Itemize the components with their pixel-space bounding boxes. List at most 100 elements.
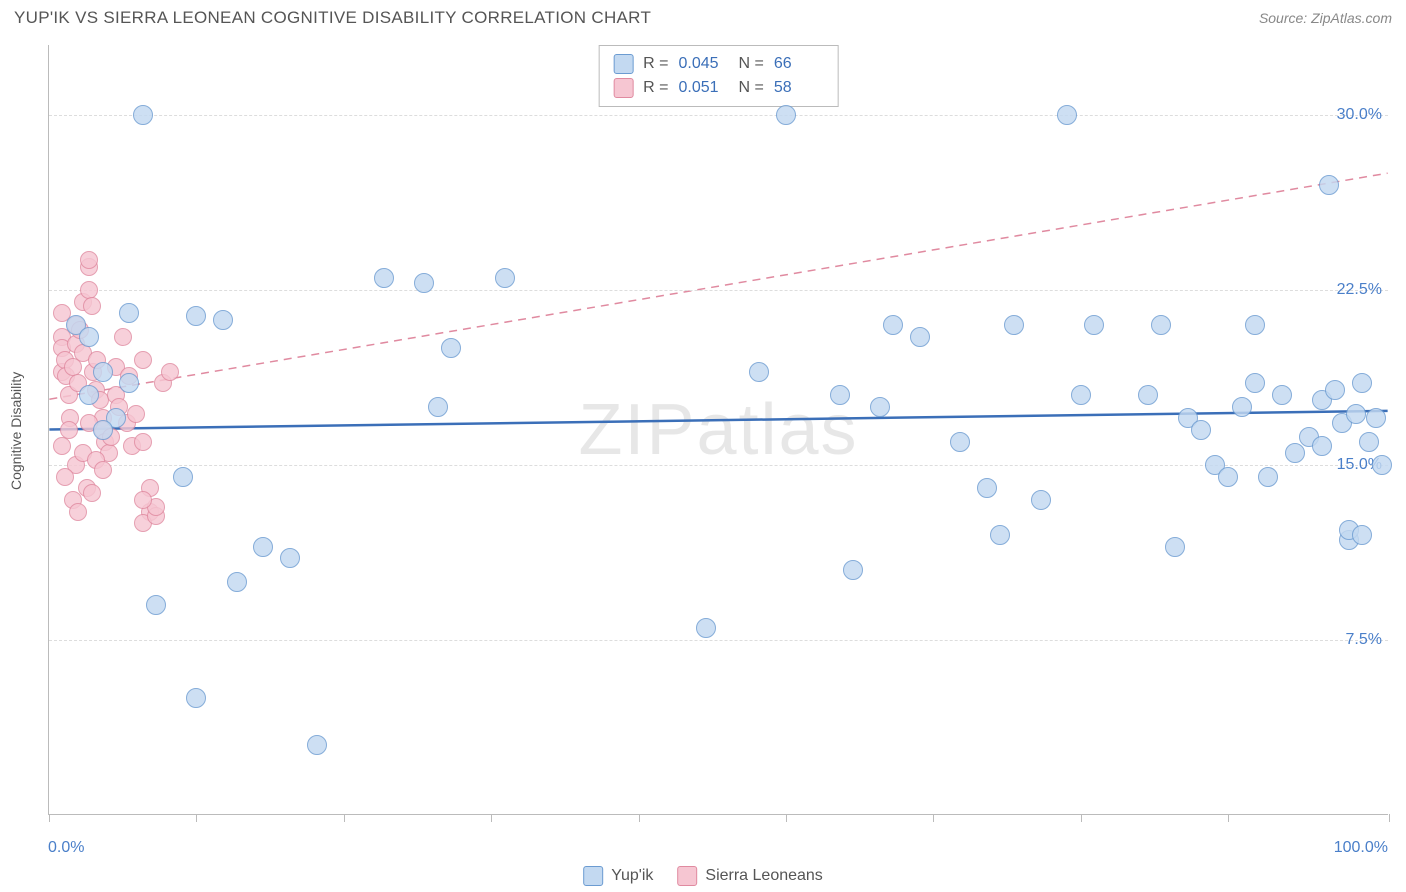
scatter-point: [910, 327, 930, 347]
legend-item: Yup'ik: [583, 866, 653, 886]
legend-swatch: [677, 866, 697, 886]
scatter-point: [830, 385, 850, 405]
scatter-point: [990, 525, 1010, 545]
scatter-point: [173, 467, 193, 487]
scatter-point: [161, 363, 179, 381]
y-axis-label-text: Cognitive Disability: [8, 372, 24, 490]
scatter-point: [1057, 105, 1077, 125]
scatter-point: [80, 251, 98, 269]
x-axis-min-label: 0.0%: [48, 839, 84, 857]
y-tick-label: 30.0%: [1337, 106, 1382, 124]
scatter-point: [1004, 315, 1024, 335]
scatter-point: [146, 595, 166, 615]
scatter-point: [213, 310, 233, 330]
scatter-point: [186, 688, 206, 708]
stats-r-value: 0.051: [679, 79, 729, 97]
legend-label: Yup'ik: [611, 867, 653, 885]
scatter-point: [93, 362, 113, 382]
scatter-point: [186, 306, 206, 326]
scatter-point: [119, 303, 139, 323]
scatter-point: [977, 478, 997, 498]
chart-header: YUP'IK VS SIERRA LEONEAN COGNITIVE DISAB…: [0, 0, 1406, 34]
x-tick: [196, 814, 197, 822]
scatter-point: [53, 437, 71, 455]
bottom-legend: Yup'ik Sierra Leoneans: [583, 866, 823, 886]
scatter-point: [1346, 404, 1366, 424]
trend-line: [49, 173, 1387, 399]
scatter-point: [93, 420, 113, 440]
scatter-point: [428, 397, 448, 417]
scatter-point: [69, 503, 87, 521]
scatter-point: [114, 328, 132, 346]
scatter-point: [56, 468, 74, 486]
stats-row: R =0.045N =66: [613, 52, 824, 76]
y-axis-label: Cognitive Disability: [8, 372, 24, 490]
scatter-point: [1165, 537, 1185, 557]
scatter-point: [374, 268, 394, 288]
x-tick: [344, 814, 345, 822]
legend-item: Sierra Leoneans: [677, 866, 822, 886]
scatter-point: [495, 268, 515, 288]
scatter-point: [1352, 373, 1372, 393]
chart-source: Source: ZipAtlas.com: [1259, 10, 1392, 26]
scatter-point: [134, 433, 152, 451]
stats-n-label: N =: [739, 79, 764, 97]
scatter-point: [1359, 432, 1379, 452]
scatter-point: [1138, 385, 1158, 405]
trend-lines-layer: [49, 45, 1388, 814]
y-tick-label: 22.5%: [1337, 281, 1382, 299]
gridline: [49, 115, 1388, 116]
scatter-point: [441, 338, 461, 358]
scatter-point: [83, 297, 101, 315]
x-tick: [1081, 814, 1082, 822]
legend-swatch: [613, 54, 633, 74]
stats-n-value: 66: [774, 55, 824, 73]
scatter-point: [94, 461, 112, 479]
x-tick: [49, 814, 50, 822]
scatter-point: [414, 273, 434, 293]
gridline: [49, 640, 1388, 641]
stats-row: R =0.051N =58: [613, 76, 824, 100]
scatter-point: [1071, 385, 1091, 405]
scatter-point: [80, 281, 98, 299]
scatter-point: [1352, 525, 1372, 545]
scatter-point: [1325, 380, 1345, 400]
gridline: [49, 290, 1388, 291]
scatter-point: [1285, 443, 1305, 463]
scatter-point: [280, 548, 300, 568]
x-tick: [1389, 814, 1390, 822]
x-axis-max-label: 100.0%: [1334, 839, 1388, 857]
scatter-point: [696, 618, 716, 638]
scatter-point: [133, 105, 153, 125]
scatter-point: [227, 572, 247, 592]
stats-legend-box: R =0.045N =66R =0.051N =58: [598, 45, 839, 107]
gridline: [49, 465, 1388, 466]
scatter-point: [307, 735, 327, 755]
scatter-point: [1218, 467, 1238, 487]
scatter-point: [134, 351, 152, 369]
chart-plot-area: ZIPatlas R =0.045N =66R =0.051N =58 7.5%…: [48, 45, 1388, 815]
x-tick: [933, 814, 934, 822]
scatter-point: [749, 362, 769, 382]
scatter-point: [79, 327, 99, 347]
watermark-text: ZIPatlas: [578, 389, 858, 471]
chart-title: YUP'IK VS SIERRA LEONEAN COGNITIVE DISAB…: [14, 8, 651, 28]
legend-swatch: [583, 866, 603, 886]
scatter-point: [1191, 420, 1211, 440]
stats-r-value: 0.045: [679, 55, 729, 73]
scatter-point: [1319, 175, 1339, 195]
x-tick: [491, 814, 492, 822]
scatter-point: [1372, 455, 1392, 475]
scatter-point: [1084, 315, 1104, 335]
x-tick: [639, 814, 640, 822]
stats-n-value: 58: [774, 79, 824, 97]
scatter-point: [134, 491, 152, 509]
scatter-point: [1272, 385, 1292, 405]
scatter-point: [1151, 315, 1171, 335]
scatter-point: [776, 105, 796, 125]
scatter-point: [883, 315, 903, 335]
scatter-point: [1366, 408, 1386, 428]
x-tick: [1228, 814, 1229, 822]
scatter-point: [1245, 373, 1265, 393]
legend-swatch: [613, 78, 633, 98]
